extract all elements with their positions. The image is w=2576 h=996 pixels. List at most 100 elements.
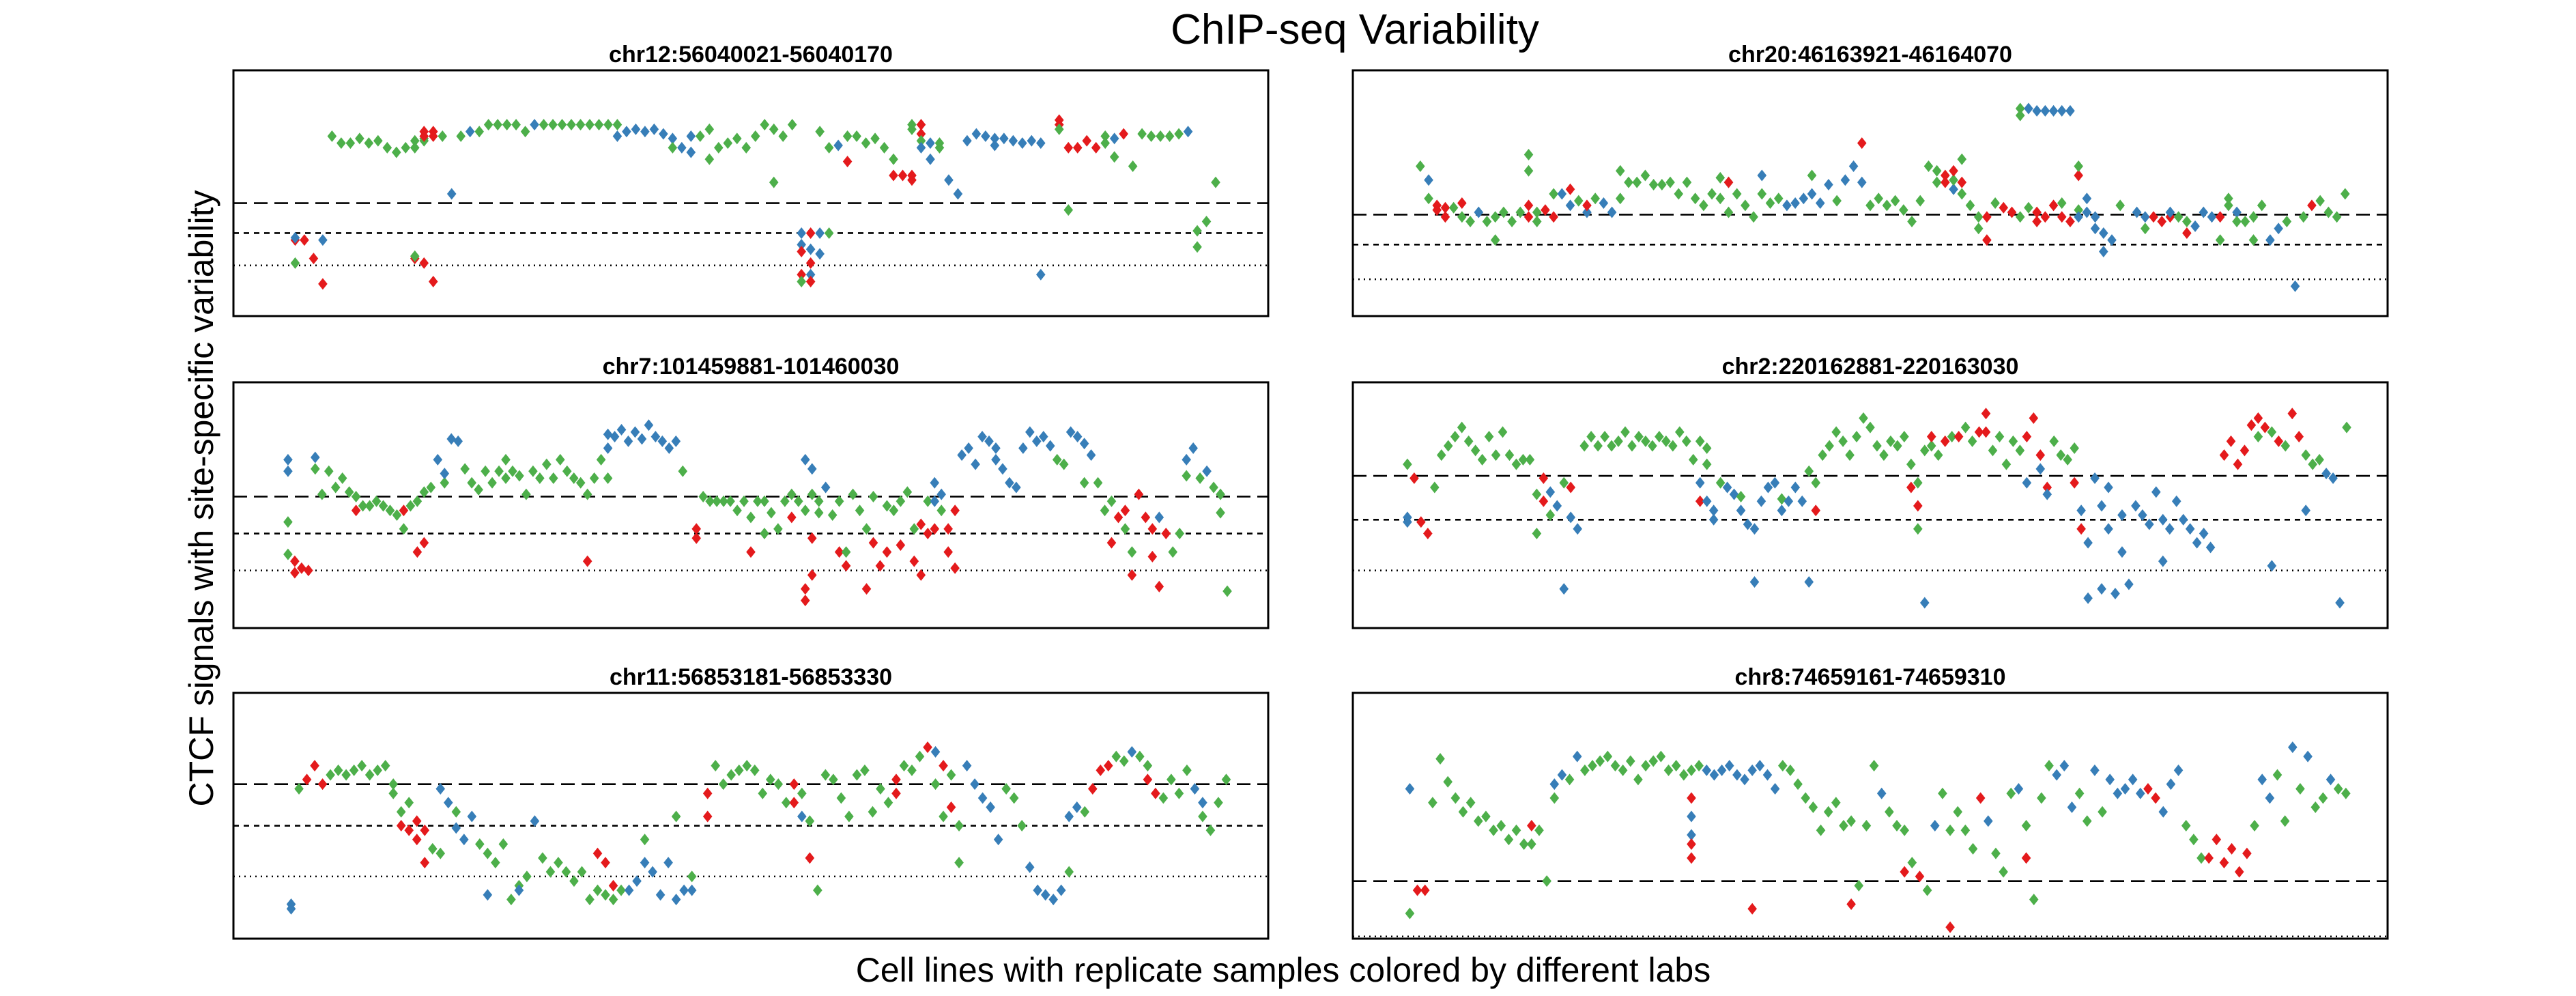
data-point — [773, 523, 783, 535]
data-point — [2136, 787, 2145, 799]
data-point — [1679, 769, 1689, 781]
data-point — [1741, 199, 1750, 212]
data-point — [1732, 188, 1742, 200]
data-point — [608, 894, 618, 906]
data-point — [732, 132, 742, 145]
data-point — [1432, 204, 1442, 216]
data-point — [567, 119, 576, 131]
data-point — [1549, 778, 1560, 791]
scatter-panel: chr12:56040021-56040170 — [232, 42, 1270, 317]
panels-container: chr12:56040021-56040170 chr20:46163921-46… — [232, 42, 2389, 940]
data-point — [1801, 792, 1811, 804]
data-point — [1832, 195, 1842, 207]
data-point — [1607, 206, 1617, 218]
data-point — [2173, 211, 2184, 223]
data-point — [502, 119, 512, 131]
data-point — [1420, 884, 1430, 896]
data-point — [2049, 435, 2059, 447]
data-point — [410, 141, 420, 154]
data-point — [789, 797, 799, 809]
data-point — [487, 476, 497, 489]
data-point — [1715, 171, 1726, 184]
data-point — [318, 234, 328, 246]
data-point — [1525, 453, 1535, 466]
data-point — [1811, 504, 1821, 517]
data-point — [1216, 488, 1225, 500]
scatter-panel: chr11:56853181-56853330 — [232, 664, 1270, 940]
data-point — [916, 128, 926, 140]
data-point — [1154, 511, 1164, 524]
data-point — [1957, 188, 1967, 200]
data-point — [2097, 583, 2106, 595]
data-point — [2333, 782, 2343, 795]
data-point — [2325, 773, 2336, 786]
data-point — [1182, 764, 1192, 776]
data-point — [371, 495, 382, 507]
data-point — [601, 889, 610, 901]
data-point — [787, 488, 797, 500]
data-point — [1838, 435, 1848, 447]
data-point — [714, 141, 724, 154]
data-point — [1722, 481, 1732, 494]
data-point — [896, 539, 906, 551]
data-point — [691, 523, 702, 535]
data-point — [2110, 587, 2120, 599]
data-point — [805, 268, 816, 281]
data-point — [977, 792, 988, 804]
data-point — [1923, 160, 1934, 172]
data-point — [813, 884, 822, 896]
data-point — [1840, 174, 1850, 186]
data-point — [569, 875, 579, 887]
data-point — [1481, 810, 1491, 823]
data-point — [311, 463, 320, 475]
data-point — [1610, 760, 1620, 772]
data-point — [1523, 149, 1534, 161]
data-point — [290, 231, 300, 244]
data-point — [2065, 104, 2075, 117]
data-point — [451, 806, 461, 818]
data-point — [1564, 773, 1575, 786]
data-point — [435, 782, 446, 795]
data-point — [1182, 470, 1191, 482]
data-point — [2035, 463, 2046, 475]
data-point — [1906, 481, 1916, 494]
data-point — [2090, 472, 2100, 484]
data-point — [702, 787, 713, 799]
data-point — [780, 495, 790, 507]
data-point — [1816, 824, 1826, 836]
data-point — [557, 119, 567, 131]
data-point — [889, 153, 898, 165]
data-point — [899, 760, 909, 772]
data-point — [1957, 176, 1967, 188]
data-point — [1527, 838, 1536, 851]
data-point — [467, 476, 476, 489]
data-point — [501, 472, 511, 484]
scatter-panel: chr7:101459881-101460030 — [232, 354, 1270, 629]
data-point — [1450, 792, 1461, 804]
data-point — [1900, 431, 1909, 443]
data-point — [1668, 440, 1678, 452]
data-point — [2097, 500, 2106, 512]
data-point — [1882, 199, 1892, 212]
data-point — [1786, 764, 1795, 776]
data-point — [1008, 134, 1018, 147]
data-point — [1205, 824, 1216, 836]
data-point — [1899, 204, 1908, 216]
data-point — [702, 810, 713, 823]
data-point — [1973, 223, 1984, 235]
data-point — [954, 820, 964, 832]
data-point — [2257, 773, 2267, 786]
data-point — [1747, 764, 1757, 776]
data-point — [1167, 773, 1176, 786]
data-point — [915, 750, 925, 763]
data-point — [954, 857, 964, 869]
data-point — [1566, 511, 1576, 524]
data-point — [1549, 188, 1558, 200]
data-point — [2024, 201, 2033, 214]
data-point — [592, 847, 603, 859]
data-point — [530, 815, 540, 827]
data-point — [283, 516, 293, 528]
data-point — [622, 126, 631, 138]
data-point — [522, 870, 532, 883]
data-point — [412, 815, 422, 827]
